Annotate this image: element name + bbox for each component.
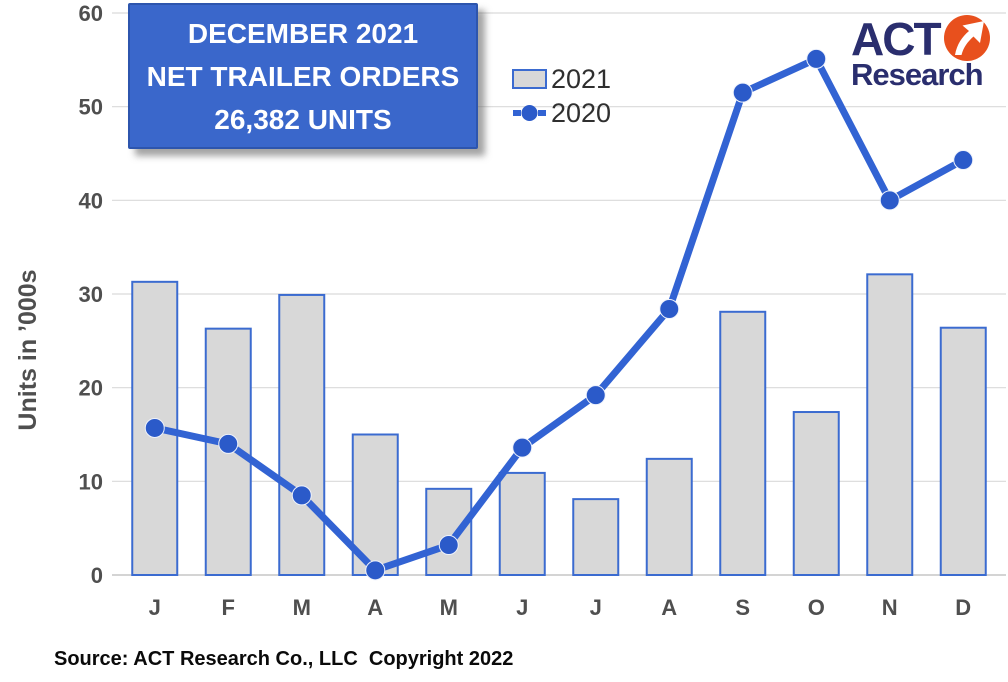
line-marker-2020-5 [438, 535, 459, 556]
line-marker-2020-11 [879, 190, 900, 211]
y-tick-label-60: 60 [79, 1, 103, 26]
legend-item-2021: 2021 [512, 62, 611, 96]
logo-research-text: Research [851, 57, 984, 92]
month-label-1: J [149, 595, 161, 620]
legend-label-2020: 2020 [551, 97, 612, 128]
month-label-5: M [440, 595, 458, 620]
line-marker-2020-4 [365, 560, 386, 581]
month-label-9: S [735, 595, 750, 620]
month-label-7: J [590, 595, 602, 620]
chart-legend: 2021 2020 [512, 62, 611, 130]
title-line-1: DECEMBER 2021 [187, 17, 419, 49]
bar-2021-N11 [866, 273, 914, 576]
arrow-up-right-icon [943, 15, 990, 61]
line-marker-2020-12 [953, 150, 974, 171]
logo-act-text: ACT [851, 13, 942, 65]
logo-top-row: ACT [851, 13, 1008, 65]
line-marker-2020-8 [659, 298, 680, 319]
y-tick-label-30: 30 [79, 282, 103, 307]
bar-2021-D12 [939, 326, 987, 576]
y-tick-label-50: 50 [79, 95, 103, 120]
title-box: DECEMBER 2021 NET TRAILER ORDERS 26,382 … [128, 3, 478, 149]
line-marker-2020-6 [512, 437, 533, 458]
bar-2021-J7 [572, 498, 620, 577]
legend-label-2021: 2021 [551, 63, 612, 94]
month-label-2: F [222, 595, 235, 620]
bar-swatch-icon [512, 69, 547, 89]
month-label-4: A [367, 595, 383, 620]
title-line-3: 26,382 UNITS [214, 103, 392, 135]
line-marker-2020-2 [218, 433, 239, 454]
bar-2021-O10 [792, 411, 840, 576]
bar-2021-S9 [719, 310, 767, 576]
y-tick-label-40: 40 [79, 188, 103, 213]
y-tick-label-10: 10 [79, 469, 103, 494]
line-marker-2020-1 [144, 417, 165, 438]
line-marker-2020-9 [732, 82, 753, 103]
source-note: Source: ACT Research Co., LLC Copyright … [54, 648, 514, 670]
line-2020 [151, 55, 967, 574]
month-label-3: M [293, 595, 311, 620]
line-marker-2020-10 [806, 48, 827, 69]
y-tick-label-20: 20 [79, 376, 103, 401]
bar-2021-J6 [498, 471, 546, 576]
bar-2021-M5 [425, 487, 473, 576]
month-label-8: A [661, 595, 677, 620]
y-tick-label-0: 0 [91, 563, 103, 588]
y-axis-title: Units in ’000s [14, 269, 42, 430]
dash-dot-line-icon [513, 105, 546, 121]
title-line-2: NET TRAILER ORDERS [146, 60, 460, 92]
act-research-logo: ACT Research [851, 13, 1008, 92]
month-label-12: D [955, 595, 971, 620]
month-label-10: O [808, 595, 825, 620]
bar-2021-A8 [645, 457, 693, 576]
month-label-11: N [882, 595, 898, 620]
month-label-6: J [516, 595, 528, 620]
line-marker-2020-7 [585, 385, 606, 406]
legend-item-2020: 2020 [512, 96, 611, 130]
line-marker-2020-3 [291, 485, 312, 506]
bar-2021-M3 [278, 293, 326, 576]
